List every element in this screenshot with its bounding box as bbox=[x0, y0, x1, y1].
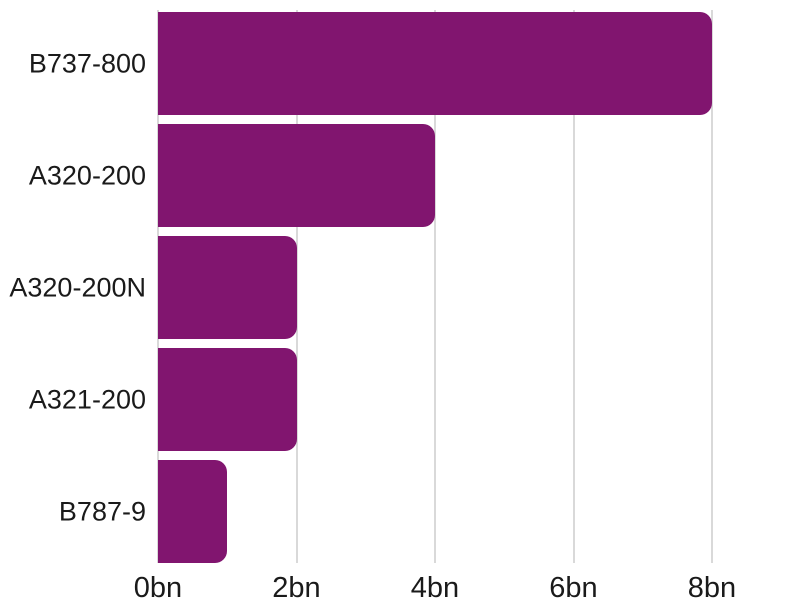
x-tick-label: 4bn bbox=[410, 572, 460, 604]
bar bbox=[158, 124, 435, 227]
category-label: B787-9 bbox=[58, 496, 146, 526]
category-label: B737-800 bbox=[28, 48, 146, 78]
bar bbox=[158, 12, 712, 115]
gridline bbox=[295, 10, 298, 563]
category-label: A320-200N bbox=[9, 272, 146, 302]
gridline bbox=[434, 10, 436, 563]
plot-area bbox=[157, 10, 810, 563]
category-label: A320-200 bbox=[28, 160, 146, 190]
bar bbox=[158, 236, 297, 339]
x-tick-label: 0bn bbox=[133, 572, 183, 604]
x-tick-label: 2bn bbox=[272, 572, 321, 604]
x-tick-label: 8bn bbox=[687, 572, 737, 604]
bar bbox=[158, 348, 297, 451]
gridline bbox=[711, 10, 713, 563]
x-tick-label: 6bn bbox=[549, 572, 598, 604]
category-label: A321-200 bbox=[28, 384, 146, 414]
gridline bbox=[572, 10, 575, 563]
bar bbox=[158, 460, 228, 563]
